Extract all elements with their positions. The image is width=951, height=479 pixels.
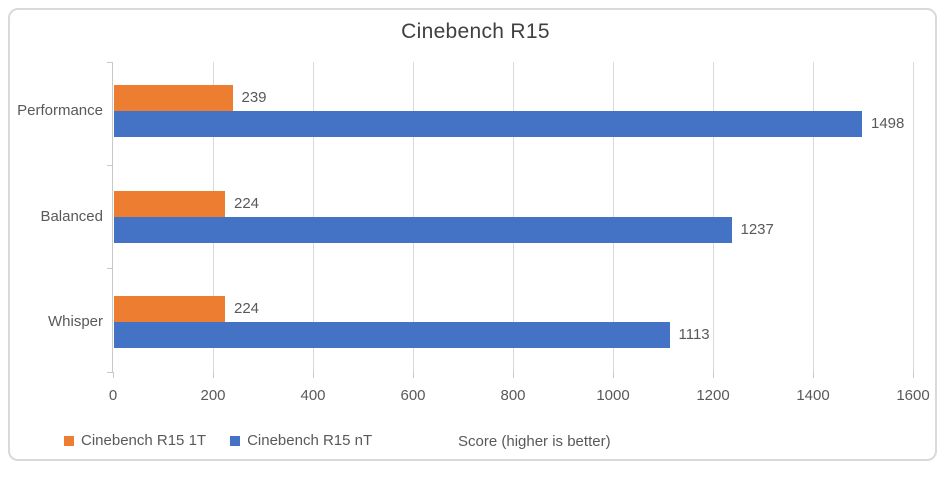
- x-tick-mark: [512, 372, 514, 378]
- y-tick-mark: [107, 371, 113, 373]
- bar-cinebench-r15-1t-balanced: [114, 190, 225, 217]
- legend: Cinebench R15 1T Cinebench R15 nT: [64, 432, 372, 449]
- value-label-cinebench-r15-nt-performance: 1498: [871, 115, 905, 132]
- y-tick-mark: [107, 164, 113, 166]
- x-tick-mark: [712, 372, 714, 378]
- x-tick-mark: [612, 372, 614, 378]
- gridline: [912, 62, 914, 372]
- x-tick-mark: [812, 372, 814, 378]
- x-tick-label: 200: [200, 387, 226, 404]
- value-label-cinebench-r15-nt-whisper: 1113: [678, 326, 710, 343]
- x-tick-label: 1200: [696, 387, 730, 404]
- x-tick-label: 1600: [896, 387, 930, 404]
- x-tick-mark: [112, 372, 114, 378]
- x-tick-label: 0: [108, 387, 118, 404]
- bar-cinebench-r15-nt-balanced: [114, 216, 732, 243]
- x-tick-label: 1400: [796, 387, 830, 404]
- gridline: [812, 62, 814, 372]
- x-tick-mark: [312, 372, 314, 378]
- legend-swatch-icon: [64, 435, 74, 446]
- value-label-cinebench-r15-1t-performance: 239: [241, 89, 267, 106]
- bar-cinebench-r15-nt-whisper: [114, 322, 670, 348]
- legend-item-cinebench-r15-nt: Cinebench R15 nT: [230, 432, 372, 449]
- category-label-whisper: Whisper: [47, 313, 103, 330]
- legend-label: Cinebench R15 1T: [81, 432, 207, 449]
- legend-item-cinebench-r15-1t: Cinebench R15 1T: [64, 432, 206, 449]
- bar-cinebench-r15-1t-performance: [114, 85, 233, 111]
- x-axis-title: Score (higher is better): [458, 433, 611, 450]
- x-tick-label: 800: [500, 387, 526, 404]
- value-label-cinebench-r15-nt-balanced: 1237: [740, 220, 774, 238]
- value-label-cinebench-r15-1t-whisper: 224: [234, 300, 260, 317]
- bar-cinebench-r15-1t-whisper: [114, 296, 225, 322]
- y-tick-mark: [107, 61, 113, 63]
- x-tick-label: 600: [400, 387, 426, 404]
- y-axis-line: [112, 62, 113, 373]
- x-tick-mark: [412, 372, 414, 378]
- category-label-performance: Performance: [17, 102, 103, 119]
- legend-swatch-icon: [230, 435, 241, 446]
- x-tick-mark: [912, 372, 914, 378]
- value-label-cinebench-r15-1t-balanced: 224: [234, 194, 260, 212]
- legend-label: Cinebench R15 nT: [247, 432, 373, 449]
- chart-title: Cinebench R15: [401, 20, 550, 43]
- x-tick-mark: [212, 372, 214, 378]
- category-label-balanced: Balanced: [40, 207, 103, 225]
- y-tick-mark: [107, 268, 113, 270]
- bar-cinebench-r15-nt-performance: [114, 111, 862, 137]
- x-tick-label: 1000: [596, 387, 630, 404]
- x-tick-label: 400: [300, 387, 326, 404]
